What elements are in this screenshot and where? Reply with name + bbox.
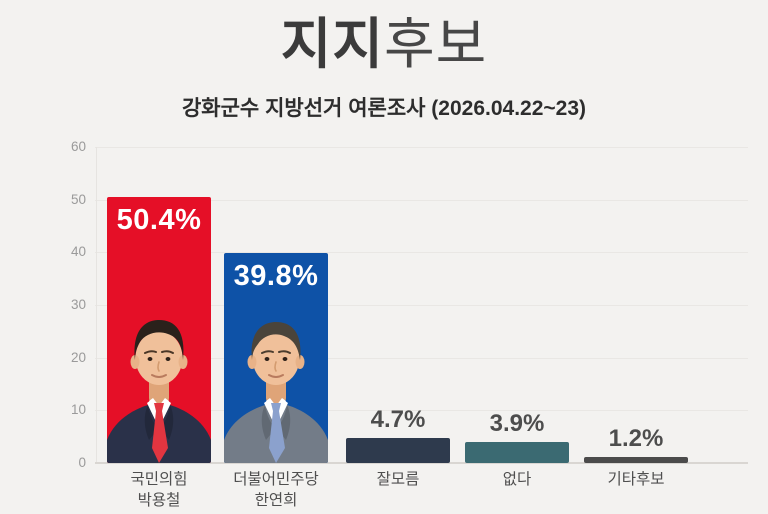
candidate-photo-park-yongchul xyxy=(107,320,211,463)
y-tick-20: 20 xyxy=(70,350,86,365)
bar-ppp-park-yongchul: 50.4% xyxy=(107,197,211,463)
gridline-60 xyxy=(95,147,748,148)
bar-value-label: 50.4% xyxy=(116,204,202,236)
bar-group-han-yeonhui: 39.8% xyxy=(224,253,328,463)
gridline-50 xyxy=(95,200,748,201)
gridline-10 xyxy=(95,410,748,411)
bar-value-label: 4.7% xyxy=(370,406,426,433)
y-tick-40: 40 xyxy=(70,244,86,259)
candidate-name: 한연희 xyxy=(254,492,298,509)
gridline-40 xyxy=(95,252,748,253)
bar-group-none: 3.9% xyxy=(465,410,569,463)
gridline-20 xyxy=(95,358,748,359)
y-tick-10: 10 xyxy=(70,402,86,417)
bar-group-other-candidates: 1.2% xyxy=(584,425,688,463)
y-tick-60: 60 xyxy=(70,139,86,154)
category-label-none: 없다 xyxy=(502,471,532,488)
bar-dont-know xyxy=(346,438,450,463)
category-label-park-yongchul: 국민의힘 박용철 xyxy=(79,469,239,511)
party-label: 국민의힘 xyxy=(130,471,188,488)
x-axis-baseline xyxy=(95,462,748,464)
bar-other-candidates xyxy=(584,457,688,463)
candidate-name: 박용철 xyxy=(137,492,181,509)
gridline-30 xyxy=(95,305,748,306)
party-label: 더불어민주당 xyxy=(233,471,319,488)
bar-group-dont-know: 4.7% xyxy=(346,406,450,463)
category-label-other-candidates: 기타후보 xyxy=(607,471,665,488)
chart-subtitle: 강화군수 지방선거 여론조사 (2026.04.22~23) xyxy=(181,97,587,120)
bar-dpk-han-yeonhui: 39.8% xyxy=(224,253,328,463)
y-tick-30: 30 xyxy=(70,297,86,312)
title-regular-part: 후보 xyxy=(384,13,488,75)
category-label-han-yeonhui: 더불어민주당 한연희 xyxy=(196,469,356,511)
candidate-photo-han-yeonhui xyxy=(224,322,328,463)
y-axis-line xyxy=(96,147,97,462)
bar-group-park-yongchul: 50.4% xyxy=(107,197,211,463)
y-tick-50: 50 xyxy=(70,192,86,207)
title-bold-part: 지지 xyxy=(280,13,384,75)
bar-value-label: 39.8% xyxy=(233,260,319,292)
bar-value-label: 1.2% xyxy=(608,425,664,452)
y-tick-0: 0 xyxy=(78,455,86,470)
bar-none xyxy=(465,442,569,463)
bar-value-label: 3.9% xyxy=(489,410,545,437)
page-title: 지지후보 xyxy=(0,10,768,78)
category-label-dont-know: 잘모름 xyxy=(376,471,420,488)
